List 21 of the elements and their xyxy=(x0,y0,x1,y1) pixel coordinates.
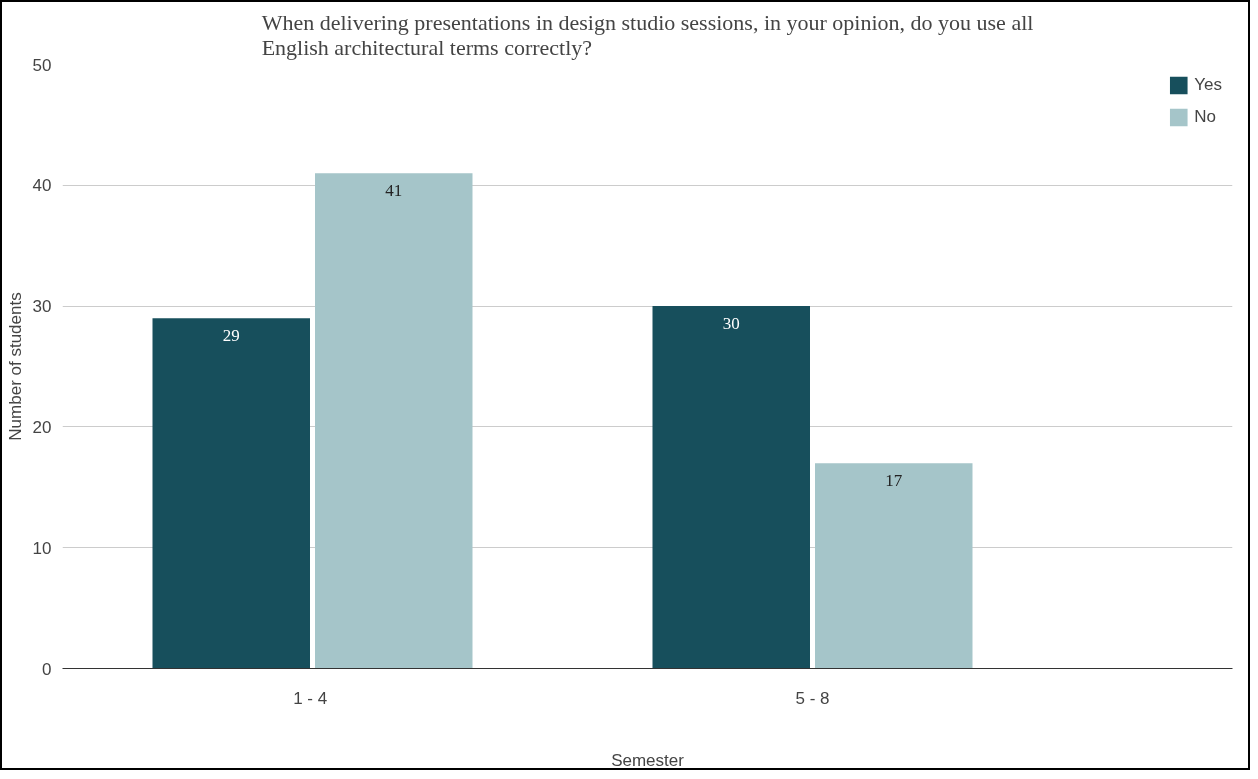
legend-label: No xyxy=(1194,107,1216,127)
y-tick-label: 0 xyxy=(42,659,52,679)
y-tick-label: 40 xyxy=(32,176,52,196)
bar xyxy=(652,306,810,669)
bar xyxy=(315,173,473,669)
bar xyxy=(152,318,310,669)
legend-label: Yes xyxy=(1194,75,1222,95)
y-tick-label: 50 xyxy=(32,55,52,75)
y-axis-title: Number of students xyxy=(5,292,25,441)
x-axis-title: Semester xyxy=(611,750,685,770)
data-label: 29 xyxy=(222,326,240,346)
y-tick-label: 10 xyxy=(32,538,52,558)
bar xyxy=(815,463,973,669)
data-label: 41 xyxy=(385,181,403,201)
y-tick-label: 20 xyxy=(32,417,52,437)
y-tick-label: 30 xyxy=(32,297,52,317)
chart-title: When delivering presentations in design studio sessions, in your opinion, do you use all English architectural terms correctly? xyxy=(261,9,1034,60)
data-label: 17 xyxy=(885,471,903,491)
x-tick-label: 5 - 8 xyxy=(795,688,830,708)
data-label: 30 xyxy=(722,314,740,334)
x-tick-label: 1 - 4 xyxy=(293,688,328,708)
